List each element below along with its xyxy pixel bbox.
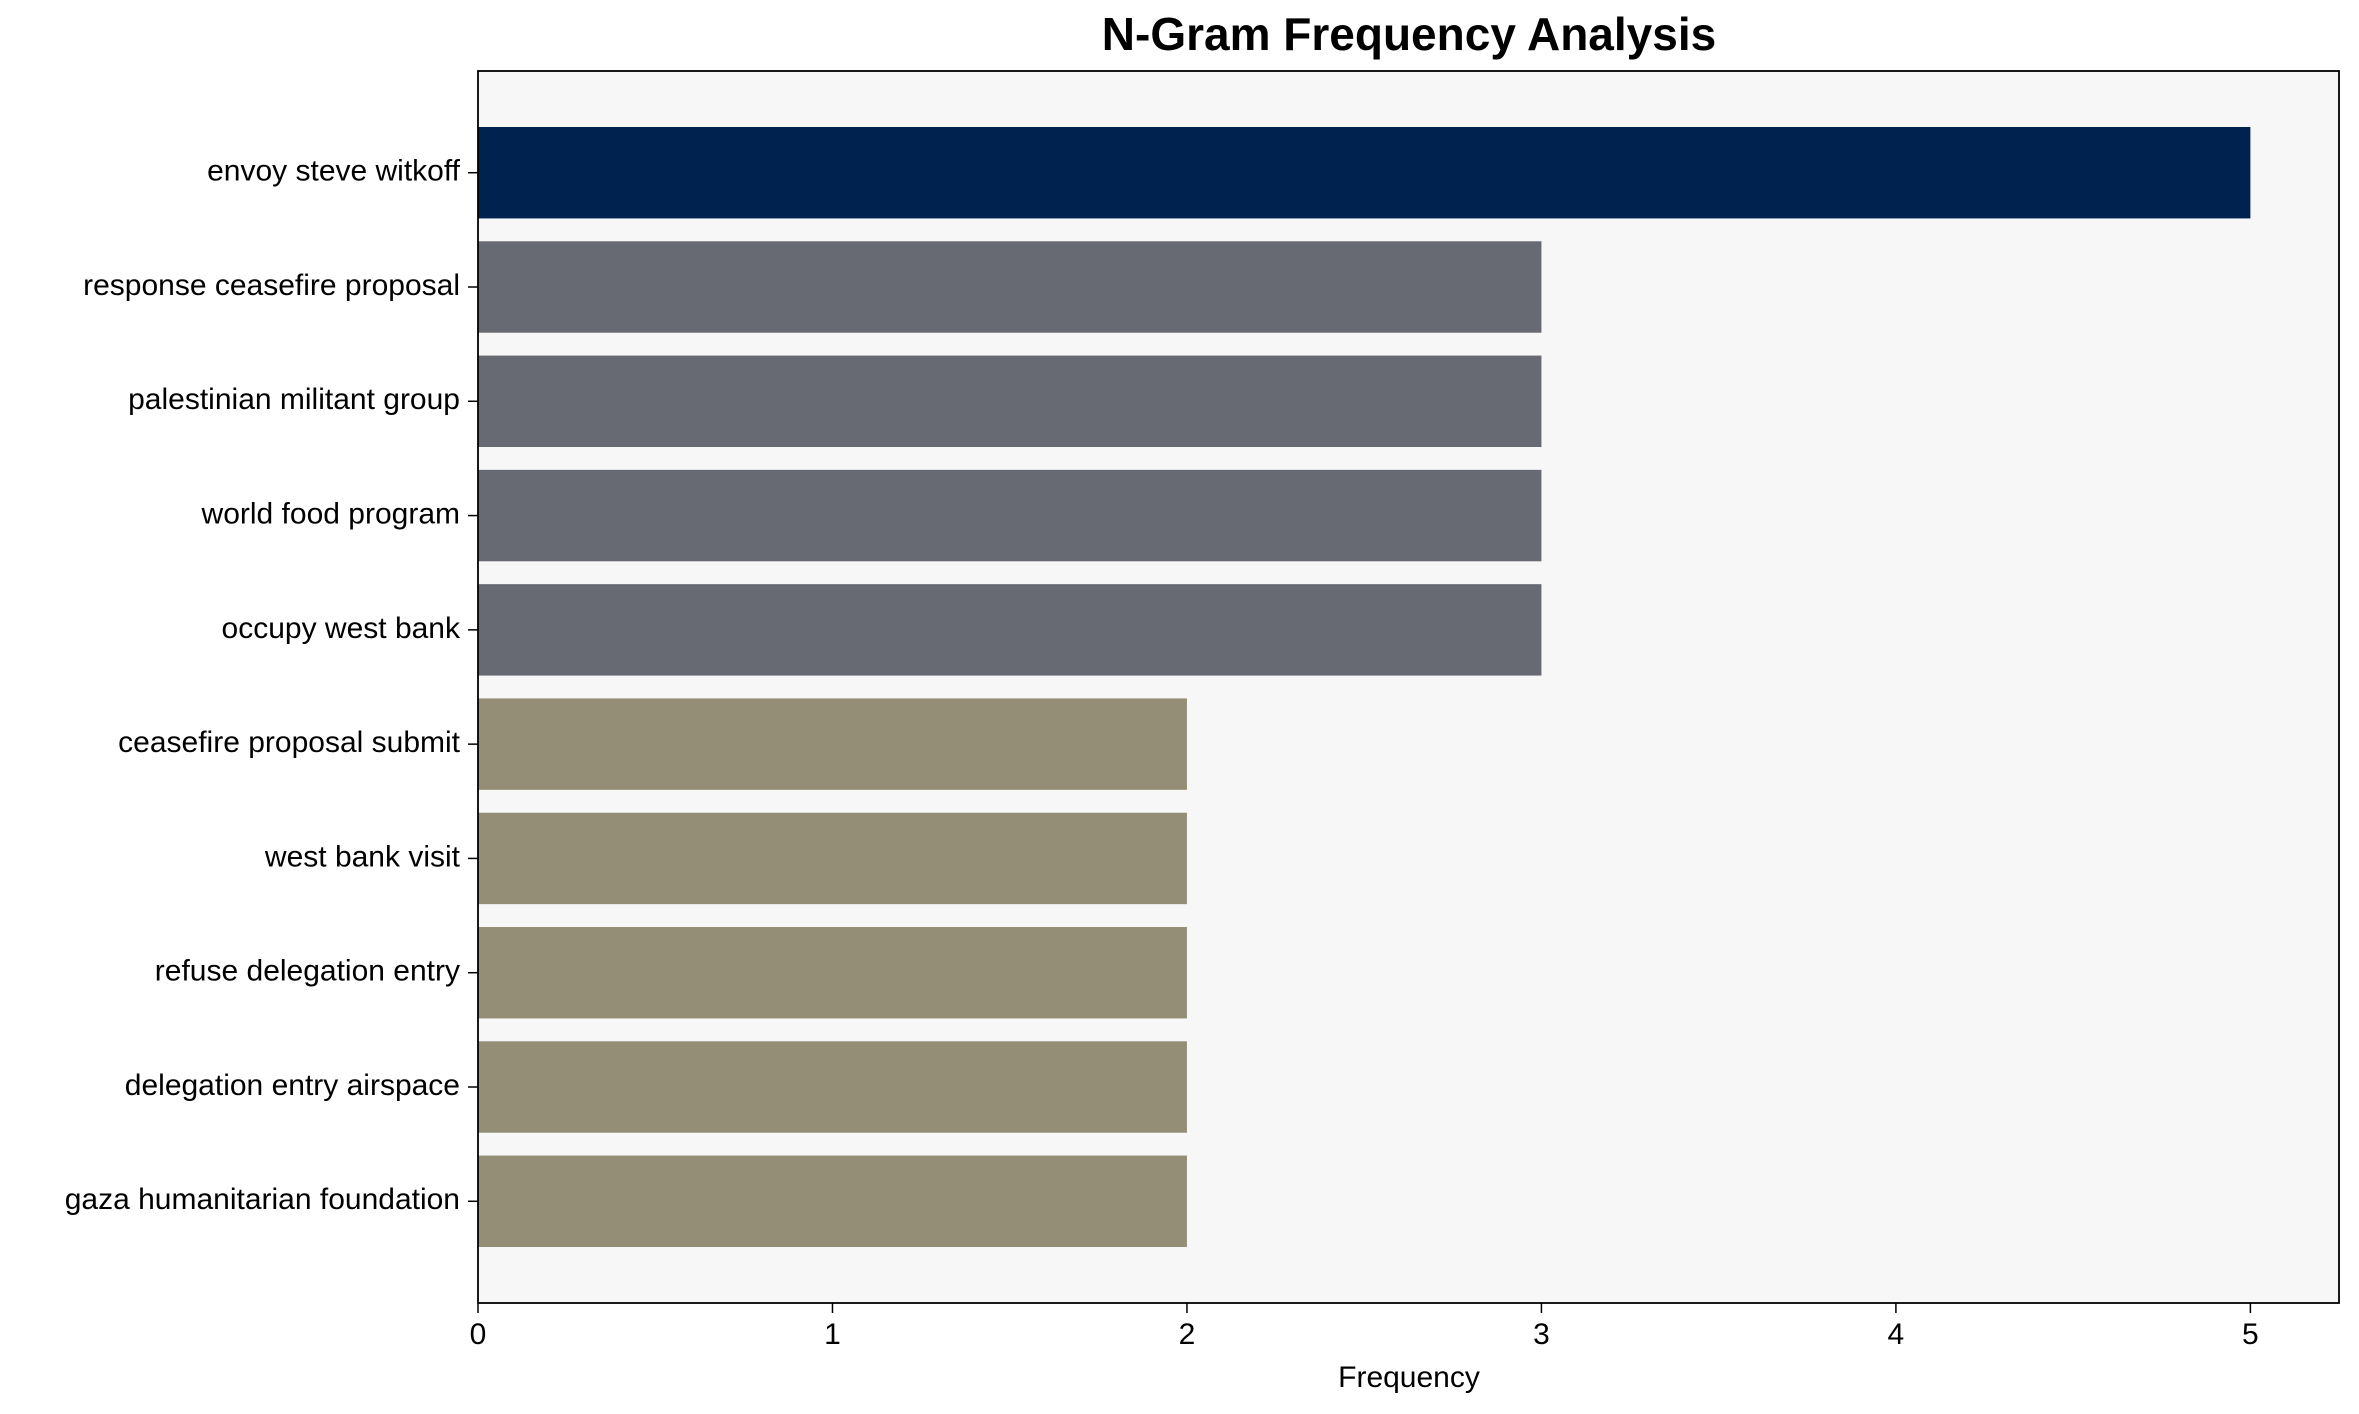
y-tick-label: gaza humanitarian foundation [65,1183,460,1216]
y-tick-label: occupy west bank [222,612,461,645]
bar [478,698,1187,790]
y-tick-label: palestinian militant group [128,383,460,416]
bar [478,469,1542,562]
y-tick-label: ceasefire proposal submit [118,726,461,759]
y-tick-label: response ceasefire proposal [83,269,460,302]
bar [478,127,2251,219]
y-tick-label: world food program [201,497,460,530]
x-tick-label: 4 [1888,1318,1905,1351]
x-axis-label: Frequency [1338,1361,1480,1394]
x-tick-label: 0 [470,1318,487,1351]
x-tick-label: 3 [1533,1318,1550,1351]
y-tick-label: refuse delegation entry [155,955,460,988]
bar [478,1041,1187,1133]
x-tick-label: 5 [2242,1318,2259,1351]
bar [478,241,1542,333]
bar [478,927,1187,1019]
bar [478,812,1187,905]
bar [478,355,1542,447]
plot-frame [477,70,2340,1304]
x-tick-label: 2 [1179,1318,1196,1351]
y-tick-label: delegation entry airspace [125,1069,460,1102]
x-tick-label: 1 [824,1318,841,1351]
y-tick-label: envoy steve witkoff [207,155,461,188]
chart-title: N-Gram Frequency Analysis [1102,8,1716,60]
y-tick-label: west bank visit [264,840,461,873]
bar [478,1155,1187,1247]
bar [478,584,1542,676]
